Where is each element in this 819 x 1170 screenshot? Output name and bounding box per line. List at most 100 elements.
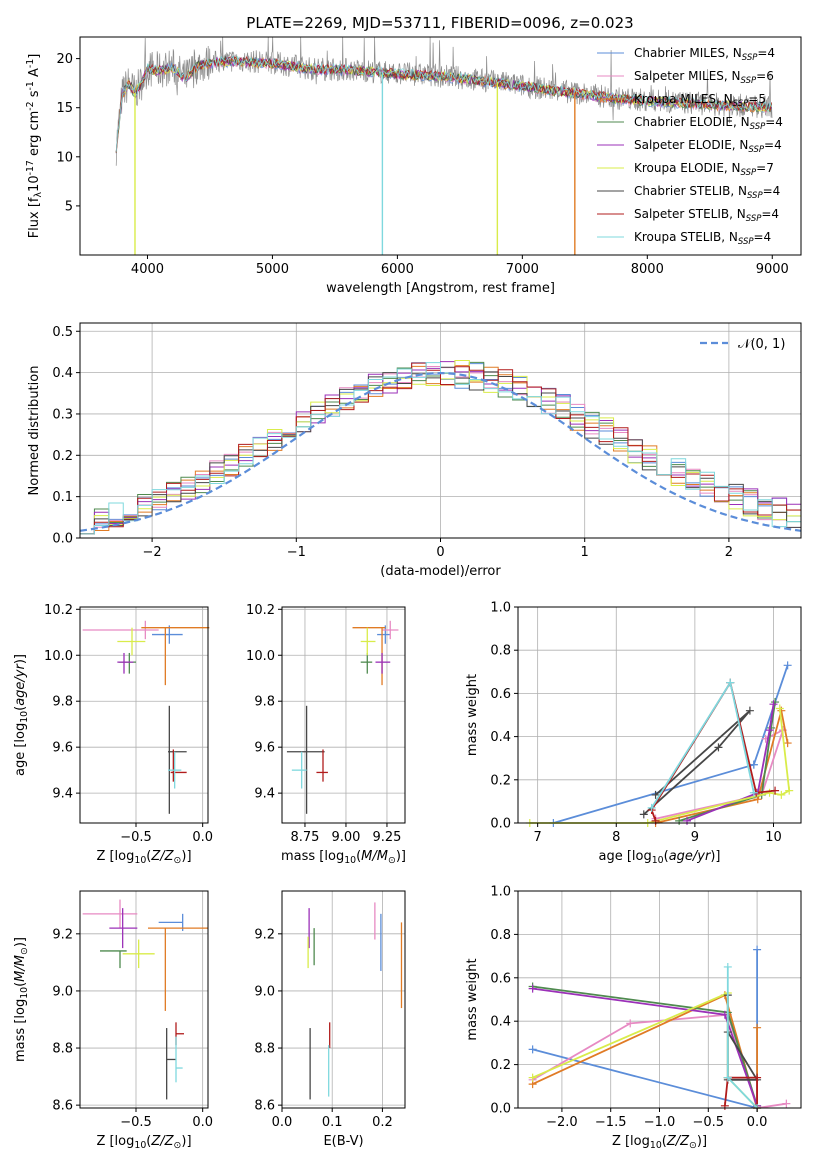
weight-line-salpeter-elodie: [532, 987, 758, 1107]
weight-marker-salpeter-miles: [782, 1099, 791, 1108]
axis-label-y: age [log10​(age/yr)]: [13, 654, 30, 776]
tick-label-x: 9000: [756, 262, 789, 277]
weight-marker-salpeter-elodie: [769, 700, 778, 709]
weight-marker-chabrier-stelib: [745, 706, 754, 715]
model-spectrum-chabrier-stelib: [115, 55, 772, 153]
axis-label-x: mass [log10​(M/M⊙​)]: [281, 849, 406, 866]
axes-frame: [517, 890, 802, 1109]
tick-label-x: 1: [581, 545, 589, 560]
tick-label-y: 0.1: [52, 490, 73, 505]
weight-marker-kroupa-elodie: [528, 1073, 537, 1082]
tick-label-y: 0.8: [490, 644, 511, 659]
plot-area-age-vs-Z: [82, 620, 210, 814]
legend-label-chabrier-elodie: Chabrier ELODIE, NSSP=4: [634, 115, 783, 132]
weight-marker-chabrier-stelib: [651, 790, 660, 799]
tick-label-y: 9.0: [254, 984, 275, 999]
tick-label-x: 0.2: [372, 1115, 393, 1130]
tick-label-x: 8.75: [290, 830, 319, 845]
tick-label-x: −2.0: [546, 1115, 578, 1130]
plot-area-residuals: [79, 360, 802, 535]
weight-line-salpeter-elodie: [686, 704, 775, 822]
tick-label-x: 9: [691, 830, 699, 845]
tick-label-y: 15: [56, 101, 73, 116]
weight-marker-kroupa-miles: [783, 739, 792, 748]
tick-label-y: 10: [56, 150, 73, 165]
legend-label-kroupa-elodie: Kroupa ELODIE, NSSP=7: [634, 161, 774, 178]
weight-marker-salpeter-stelib: [753, 1073, 762, 1082]
tick-label-y: 0.0: [52, 532, 73, 547]
tick-label-x: 0.0: [272, 1115, 293, 1130]
legend-label-salpeter-elodie: Salpeter ELODIE, NSSP=4: [634, 138, 782, 155]
tick-label-y: 1.0: [490, 601, 511, 616]
tick-label-y: 0.0: [490, 1102, 511, 1117]
weight-marker-kroupa-miles: [753, 1023, 762, 1032]
axis-label-x: Z [log10​(Z/Z⊙​)]: [612, 1134, 707, 1151]
tick-label-x: 7: [534, 830, 542, 845]
tick-label-x: 0.0: [192, 1115, 213, 1130]
weight-marker-kroupa-miles: [777, 706, 786, 715]
weight-marker-chabrier-stelib: [714, 743, 723, 752]
tick-label-y: 9.4: [52, 787, 73, 802]
legend-label-chabrier-miles: Chabrier MILES, NSSP=4: [634, 46, 775, 63]
tick-label-x: 8000: [631, 262, 664, 277]
axes-spectrum: 4000 5000 6000 7000 8000 9000 5 10 15 20 wavelengt…: [25, 36, 802, 296]
tick-label-y: 0.2: [490, 1058, 511, 1073]
weight-marker-chabrier-miles: [528, 1045, 537, 1054]
weight-marker-chabrier-miles: [749, 760, 758, 769]
axes-residuals: −2 −1 0 1 2 0.0 0.1 0.2 0.3 0.4 0.5 (data-model)/er…: [27, 322, 802, 579]
weight-marker-kroupa-stelib: [726, 678, 735, 687]
tick-label-y: 9.8: [52, 695, 73, 710]
tick-label-x: 9.25: [372, 830, 401, 845]
axes-frame: [281, 890, 406, 1109]
weight-marker-salpeter-miles: [626, 1019, 635, 1028]
weight-marker-kroupa-stelib: [647, 803, 656, 812]
tick-label-y: 9.2: [52, 927, 73, 942]
tick-label-y: 9.0: [52, 984, 73, 999]
weight-marker-salpeter-elodie: [683, 816, 692, 825]
axis-label-x: (data-model)/error: [380, 564, 501, 579]
axes-frame: [79, 322, 802, 539]
tick-label-x: 5000: [256, 262, 289, 277]
legend-label-salpeter-miles: Salpeter MILES, NSSP=6: [634, 69, 774, 86]
axis-label-y: mass weight: [465, 958, 480, 1040]
plot-area-weight-vs-Z: [528, 945, 791, 1112]
weight-marker-salpeter-elodie: [765, 726, 774, 735]
axes-mass-vs-EBV: 0.0 0.1 0.2 8.6 8.8 9.0 9.2 E(B-V): [254, 890, 406, 1149]
tick-label-x: 0.0: [192, 830, 213, 845]
weight-marker-kroupa-stelib: [723, 962, 732, 971]
tick-label-y: 10.2: [44, 603, 73, 618]
tick-label-x: 9.00: [331, 830, 360, 845]
tick-label-y: 8.8: [52, 1042, 73, 1057]
axis-label-y: mass [log10​(M/M⊙​)]: [13, 937, 30, 1062]
axis-label-x: wavelength [Angstrom, rest frame]: [326, 281, 555, 296]
axes-weight-vs-Z: −2.0 −1.5 −1.0 −0.5 0.0 0.0 0.2 0.4 0.6 0.8 1.0 Z […: [465, 885, 802, 1151]
weight-marker-chabrier-elodie: [771, 698, 780, 707]
weight-marker-chabrier-miles: [783, 661, 792, 670]
plot-area-weight-vs-age: [525, 661, 794, 827]
weight-marker-kroupa-stelib: [723, 1073, 732, 1082]
tick-label-y: 0.2: [52, 449, 73, 464]
tick-label-y: 9.2: [254, 927, 275, 942]
tick-label-x: −0.5: [120, 1115, 152, 1130]
tick-label-x: 10: [765, 830, 782, 845]
plot-area-mass-vs-Z: [82, 899, 208, 1100]
tick-label-y: 0.2: [490, 773, 511, 788]
axes-frame: [79, 36, 802, 256]
tick-label-y: 0.6: [490, 687, 511, 702]
tick-label-y: 10.2: [246, 603, 275, 618]
tick-label-y: 9.6: [254, 741, 275, 756]
plot-area-age-vs-mass: [286, 620, 399, 814]
plot-area-spectrum: [115, 36, 773, 255]
weight-marker-chabrier-elodie: [675, 816, 684, 825]
plot-area-mass-vs-EBV: [307, 902, 403, 1100]
tick-label-y: 0.3: [52, 407, 73, 422]
tick-label-y: 20: [56, 52, 73, 67]
tick-label-y: 10.0: [44, 649, 73, 664]
tick-label-y: 8.6: [52, 1099, 73, 1114]
axes-frame: [79, 606, 209, 824]
axis-label-y: mass weight: [465, 674, 480, 756]
tick-label-x: 2: [725, 545, 733, 560]
axis-label-x: Z [log10​(Z/Z⊙​)]: [96, 849, 191, 866]
axes-mass-vs-Z: −0.5 0.0 8.6 8.8 9.0 9.2 Z [log10​(Z/Z⊙​)] mass…: [13, 890, 213, 1151]
